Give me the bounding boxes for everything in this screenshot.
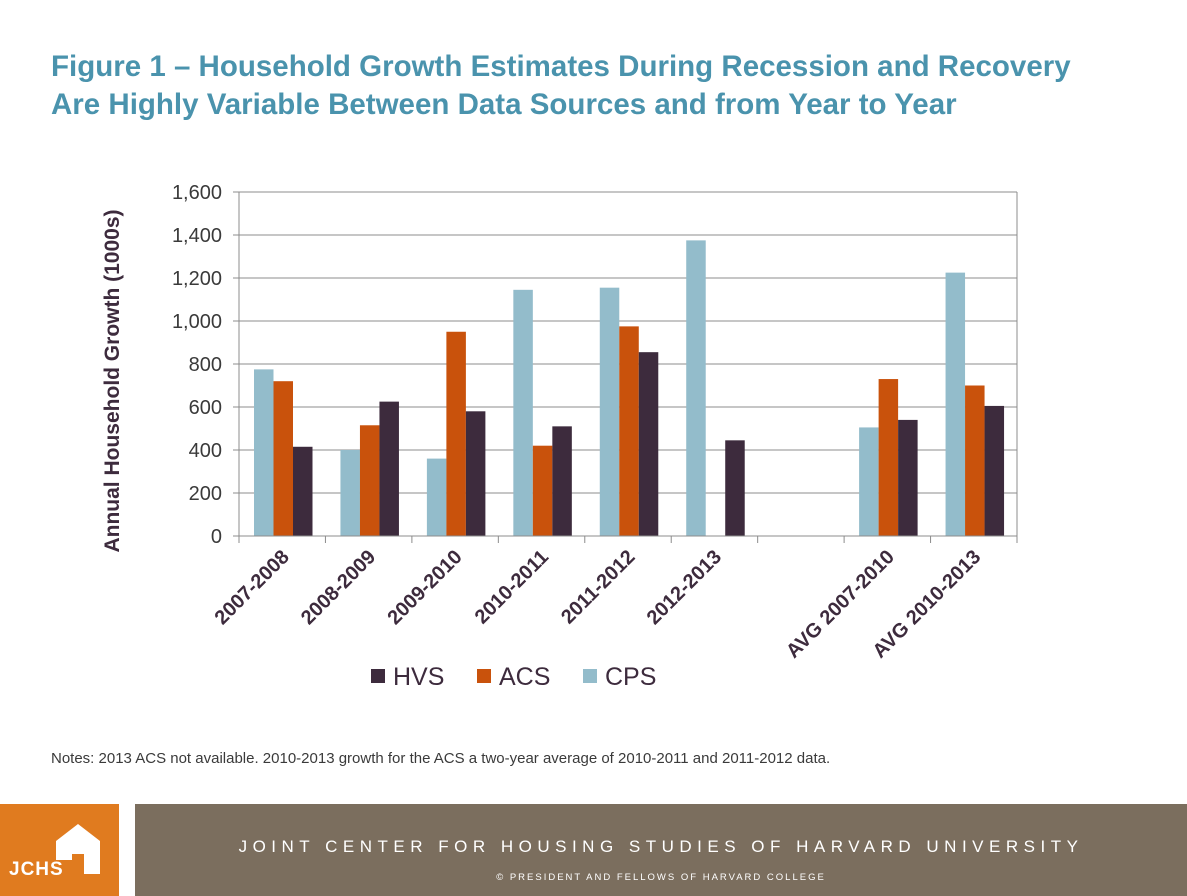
title-line-1: Figure 1 – Household Growth Estimates Du… [51,50,1071,83]
bar-acs [965,385,985,536]
bar-cps [513,289,533,536]
bar-cps [945,272,966,536]
notes-text: Notes: 2013 ACS not available. 2010-2013… [51,750,831,767]
legend-swatch-cps [583,669,597,683]
x-tick-labels: 2007-2008 2008-2009 2009-2010 2010-2011 2011… [211,546,986,663]
bar-cps [426,458,447,536]
bar-hvs [552,426,572,536]
bar-chart: 0 200 400 600 800 1,000 1,200 1,400 1,600 2007-2… [101,182,1018,691]
y-tick-labels: 0 200 400 600 800 1,000 1,200 1,400 1,600 [172,182,222,548]
bar-cps [859,427,879,536]
x-tick-label: 2009-2010 [383,546,466,629]
bar-acs [359,425,380,536]
bar-hvs [293,446,313,536]
bar-hvs [725,440,745,536]
y-axis-label: Annual Household Growth (1000s) [101,209,124,552]
x-tick-label: 2007-2008 [211,546,294,629]
x-tick-label: 2012-2013 [643,546,726,629]
bar-hvs [379,401,399,536]
y-tick-label: 200 [189,483,222,505]
y-tick-label: 1,400 [172,225,222,247]
bar-acs [619,326,639,536]
footer-bar: JOINT CENTER FOR HOUSING STUDIES OF HARV… [135,804,1187,896]
logo-text: JCHS [9,859,64,880]
house-icon [56,824,100,874]
organization-name: JOINT CENTER FOR HOUSING STUDIES OF HARV… [238,837,1084,856]
y-tick-label: 0 [211,526,222,548]
bar-hvs [638,352,659,536]
copyright-text: © PRESIDENT AND FELLOWS OF HARVARD COLLE… [496,872,826,883]
bar-cps [340,450,360,536]
y-tick-label: 1,000 [172,311,222,333]
x-tick-label: 2008-2009 [297,546,380,629]
legend-label-cps: CPS [605,663,656,691]
bar-hvs [984,405,1005,536]
legend-swatch-hvs [371,669,385,683]
bar-cps [686,240,706,536]
y-tick-label: 1,600 [172,182,222,204]
x-tick-label: 2010-2011 [471,546,553,628]
bar-hvs [465,411,486,536]
bar-hvs [898,419,918,536]
page-title: Figure 1 – Household Growth Estimates Du… [51,48,1161,124]
bar-cps [254,369,274,536]
x-tick-label: 2011-2012 [557,546,639,628]
legend-label-acs: ACS [499,663,550,691]
bar-acs [273,381,293,536]
y-tick-label: 800 [189,354,222,376]
y-tick-label: 1,200 [172,268,222,290]
bars [254,240,1005,536]
title-line-2: Are Highly Variable Between Data Sources… [51,88,957,121]
y-tick-label: 600 [189,397,222,419]
axes [238,192,1018,543]
legend-swatch-acs [477,669,491,683]
y-tick-label: 400 [189,440,222,462]
legend-label-hvs: HVS [393,663,444,691]
jchs-logo: JCHS [0,804,119,896]
legend: HVS ACS CPS [371,663,656,691]
bar-cps [599,287,620,536]
bar-acs [446,331,466,536]
bar-acs [878,379,899,536]
bar-acs [532,445,553,536]
